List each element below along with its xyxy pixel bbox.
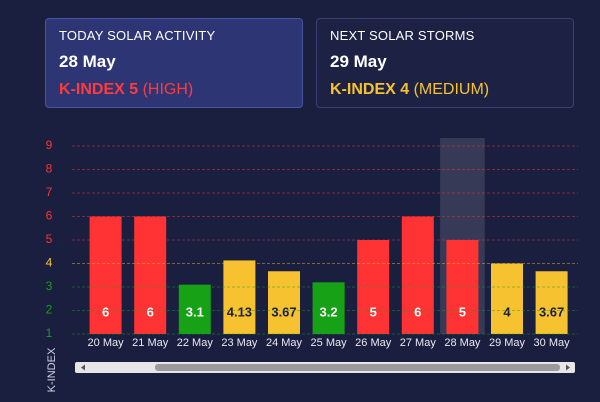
bar — [134, 216, 167, 334]
value-label: 3.2 — [320, 304, 338, 319]
bar — [223, 260, 256, 334]
y-tick-label: 8 — [46, 162, 53, 176]
y-tick-label: 9 — [46, 138, 53, 152]
kindex-value: K-INDEX 5 — [59, 81, 139, 98]
bar — [446, 240, 479, 334]
kindex-level: (HIGH) — [142, 81, 194, 98]
value-label: 4 — [503, 304, 511, 319]
y-axis-title: K-INDEX — [46, 347, 58, 392]
y-tick-label: 2 — [46, 303, 53, 317]
y-tick-label: 7 — [46, 185, 53, 199]
y-tick-label: 1 — [46, 326, 53, 340]
card-date: 28 May — [59, 52, 116, 71]
y-tick-label: 5 — [46, 232, 53, 246]
bar — [312, 282, 345, 334]
x-tick-label: 28 May — [444, 337, 481, 349]
bar — [178, 284, 211, 334]
x-tick-label: 29 May — [489, 337, 526, 349]
x-tick-label: 22 May — [177, 337, 214, 349]
x-tick-label: 25 May — [311, 337, 348, 349]
kindex-level: (MEDIUM) — [413, 81, 490, 98]
x-tick-label: 20 May — [88, 337, 125, 349]
bar — [491, 263, 523, 334]
card-heading: NEXT SOLAR STORMS — [330, 28, 475, 43]
x-tick-label: 30 May — [534, 337, 571, 349]
value-label: 6 — [102, 304, 109, 319]
info-card: NEXT SOLAR STORMS 29 May K-INDEX 4 (MEDIUM… — [316, 18, 574, 108]
y-tick-label: 3 — [46, 279, 53, 293]
card-date: 29 May — [330, 52, 387, 71]
scrollbar-thumb[interactable] — [155, 364, 560, 371]
plot-area: y 20 May 6 21 May 6 22 May 3.1 23 May 4.13 24 May… — [58, 138, 571, 349]
bar — [401, 216, 434, 334]
value-label: 3.67 — [271, 304, 296, 319]
x-tick-label: y — [58, 337, 64, 349]
info-card: TODAY SOLAR ACTIVITY 28 May K-INDEX 5 (HIG… — [45, 18, 303, 108]
value-label: 5 — [370, 304, 377, 319]
bar — [357, 240, 390, 334]
bar — [89, 216, 122, 334]
scroll-right[interactable] — [566, 364, 570, 371]
value-label: 5 — [459, 304, 466, 319]
value-label: 6 — [147, 304, 154, 319]
value-label: 6 — [414, 304, 421, 319]
bar — [535, 271, 568, 334]
value-label: 3.67 — [539, 304, 564, 319]
card-heading: TODAY SOLAR ACTIVITY — [59, 28, 216, 43]
scroll-left[interactable] — [81, 364, 85, 371]
x-tick-label: 26 May — [355, 337, 392, 349]
y-tick-label: 6 — [46, 209, 53, 223]
x-tick-label: 21 May — [132, 337, 169, 349]
y-tick-label: 4 — [46, 256, 53, 270]
x-tick-label: 27 May — [400, 337, 437, 349]
value-label: 3.1 — [186, 304, 204, 319]
value-label: 4.13 — [227, 304, 252, 319]
x-tick-label: 24 May — [266, 337, 303, 349]
kindex-value: K-INDEX 4 — [330, 81, 410, 98]
card-kindex: K-INDEX 4 (MEDIUM) — [330, 81, 560, 99]
card-kindex: K-INDEX 5 (HIGH) — [59, 81, 289, 99]
x-tick-label: 23 May — [221, 337, 258, 349]
bar — [268, 271, 300, 334]
